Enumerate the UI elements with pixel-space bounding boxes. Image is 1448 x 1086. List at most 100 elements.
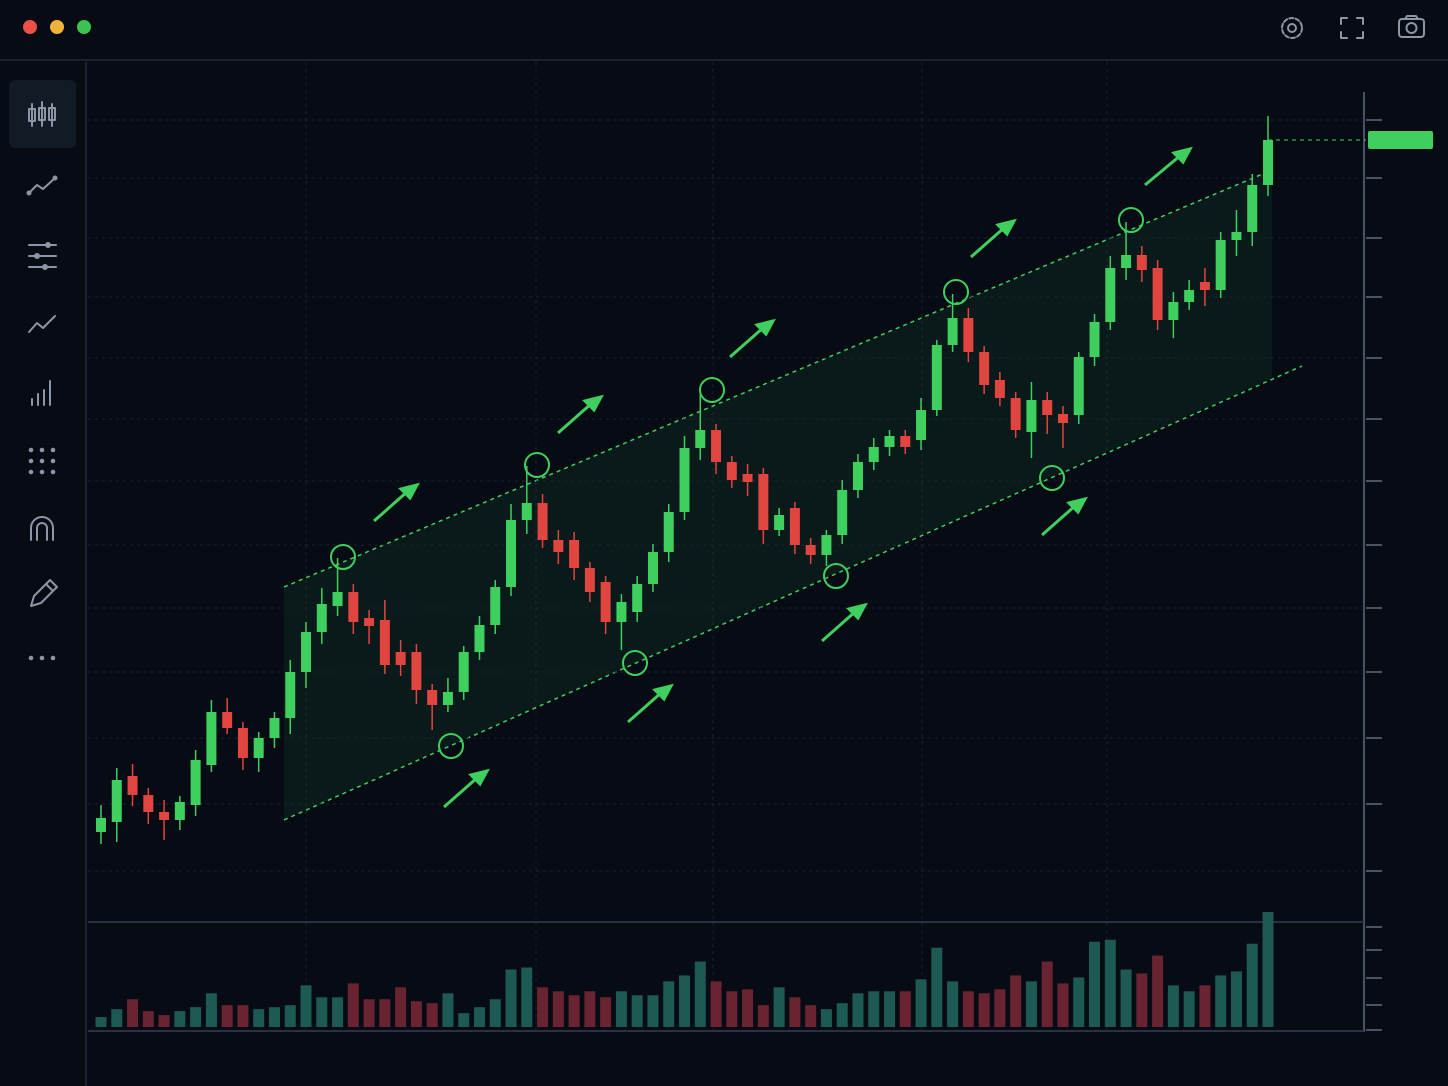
more-tools[interactable]	[28, 655, 56, 661]
volume-bar	[1041, 961, 1053, 1027]
candle-body	[427, 690, 438, 705]
volume-bar	[205, 993, 217, 1027]
candle-body	[884, 436, 895, 447]
candle-body	[537, 503, 548, 540]
screenshot-button[interactable]	[1398, 15, 1425, 38]
volume-bar	[679, 975, 690, 1027]
volume-bar	[1089, 941, 1101, 1027]
volume-bar	[1183, 991, 1195, 1027]
volume-bar	[789, 997, 801, 1027]
grid-tool[interactable]	[28, 447, 56, 475]
candle-body	[174, 802, 185, 820]
volume-bar	[158, 1015, 170, 1027]
candle-body	[1184, 290, 1195, 302]
window-minimize[interactable]	[50, 20, 64, 34]
volume-bar	[237, 1005, 249, 1027]
volume-bar	[473, 1007, 485, 1027]
candle-body	[947, 318, 958, 345]
candle-body	[222, 712, 233, 728]
volume-bar	[584, 991, 596, 1027]
volume-bar	[174, 1011, 186, 1027]
candle-body	[364, 618, 375, 626]
volume-bar	[1104, 939, 1116, 1027]
candle-body	[301, 632, 312, 672]
candles	[88, 116, 1362, 1027]
volume-bar	[253, 1009, 265, 1027]
candle-body	[96, 818, 106, 832]
volume-tool[interactable]	[31, 380, 51, 406]
candle-body	[663, 512, 674, 552]
candle-body	[237, 728, 248, 758]
volume-bar	[1120, 969, 1132, 1027]
candle-body	[695, 430, 706, 448]
candle-body	[316, 604, 327, 632]
candle-body	[742, 474, 753, 482]
line-tool[interactable]	[26, 175, 58, 196]
pivot-circles	[330, 207, 1144, 759]
channel-lines	[283, 169, 1303, 821]
candle-body	[789, 508, 800, 545]
volume-bar	[111, 1009, 123, 1027]
settings-button[interactable]	[1281, 17, 1303, 39]
candle-body	[521, 503, 532, 520]
volume-bar	[884, 991, 896, 1027]
volume-bar	[1167, 985, 1179, 1027]
candle-body	[632, 584, 643, 612]
volume-bar	[615, 991, 627, 1027]
volume-bar	[552, 991, 564, 1027]
volume-bar	[395, 987, 407, 1027]
candle-body	[269, 718, 280, 738]
volume-bar	[663, 981, 675, 1027]
volume-bar	[1025, 981, 1037, 1027]
candle-body	[569, 540, 580, 568]
candle-body	[348, 592, 359, 622]
candle-body	[1152, 268, 1163, 320]
candle-body	[159, 812, 170, 820]
volume-bar	[868, 991, 880, 1027]
vertical-grid	[305, 62, 1108, 1030]
candle-body	[616, 602, 627, 622]
volume-bar	[836, 1003, 848, 1027]
volume-bar	[1230, 971, 1242, 1027]
candle-body	[458, 652, 469, 692]
volume-bar	[142, 1011, 154, 1027]
volume-bar	[1136, 973, 1148, 1027]
fullscreen-button[interactable]	[1340, 17, 1364, 39]
indicators-tool[interactable]	[28, 242, 57, 270]
candle-body	[474, 625, 485, 652]
volume-bar	[694, 961, 706, 1027]
volume-bar	[726, 991, 738, 1027]
volume-bar	[521, 967, 533, 1027]
channel-fill	[284, 170, 1272, 820]
volume-bar	[363, 999, 375, 1027]
volume-bar	[442, 993, 454, 1027]
candle-body	[253, 738, 264, 758]
candle-body	[379, 620, 390, 665]
volume-bar	[899, 991, 911, 1027]
volume-bar	[95, 1017, 107, 1027]
volume-bar	[332, 997, 344, 1027]
last-price-label	[1368, 131, 1433, 149]
volume-bar	[915, 979, 927, 1027]
trend-tool[interactable]	[28, 315, 56, 333]
candle-body	[1105, 268, 1116, 322]
volume-bar	[820, 1009, 832, 1027]
candle-body	[837, 490, 848, 535]
candle-body	[916, 410, 927, 440]
volume-bar	[962, 991, 974, 1027]
window-close[interactable]	[23, 20, 37, 34]
volume-bar	[268, 1007, 280, 1027]
candle-body	[411, 652, 422, 690]
magnet-tool[interactable]	[30, 516, 54, 541]
candle-body	[774, 515, 785, 530]
candle-body	[490, 587, 501, 625]
pencil-tool[interactable]	[30, 579, 58, 607]
window-maximize[interactable]	[77, 20, 91, 34]
candles-tool[interactable]	[28, 101, 56, 127]
candle-body	[584, 568, 595, 592]
volume-bar	[284, 1005, 296, 1027]
candle-body	[206, 712, 217, 765]
